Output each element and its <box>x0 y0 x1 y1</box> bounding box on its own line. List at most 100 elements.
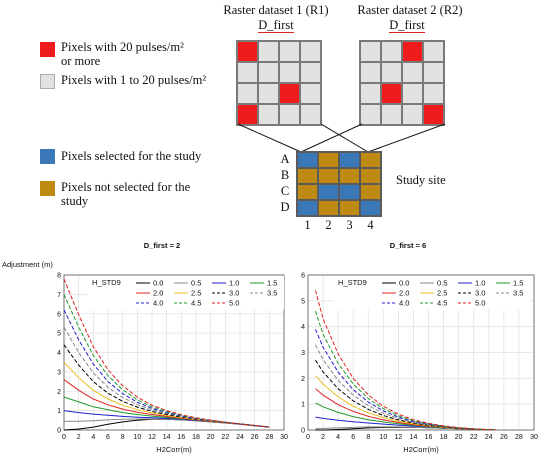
study-site-cell <box>340 153 359 167</box>
raster2-cell <box>382 84 401 103</box>
raster2-cell <box>403 42 422 61</box>
legend-entry: 2.5 <box>191 289 201 298</box>
raster2-cell <box>361 84 380 103</box>
raster2-cell <box>424 84 443 103</box>
study-site-cell <box>361 201 380 215</box>
x-tick-label: 2 <box>321 434 325 441</box>
raster1-cell <box>259 84 278 103</box>
raster2-cell <box>403 105 422 124</box>
legend-entry: 0.0 <box>399 279 409 288</box>
y-tick-label: 8 <box>57 273 61 280</box>
chart-title: D_first = 2 <box>144 241 180 250</box>
legend-entry: 0.5 <box>191 279 201 288</box>
raster1-cell <box>238 105 257 124</box>
x-tick-label: 14 <box>410 434 418 441</box>
x-tick-label: 24 <box>236 434 244 441</box>
y-tick-label: 3 <box>301 350 305 357</box>
study-site-cell <box>298 185 317 199</box>
legend-entry: 2.5 <box>437 289 447 298</box>
study-site-row-label: C <box>280 184 290 198</box>
x-tick-label: 8 <box>121 434 125 441</box>
x-axis-label: H2Corr(m) <box>403 445 439 454</box>
study-site-label: Study site <box>396 173 446 187</box>
x-tick-label: 22 <box>470 434 478 441</box>
series-line <box>63 294 270 428</box>
raster2-title: Raster dataset 2 (R2) <box>357 3 463 17</box>
raster1-cell <box>259 63 278 82</box>
study-site-row-label: D <box>280 200 290 214</box>
raster2-cell <box>424 42 443 61</box>
legend-title: H_STD9 <box>338 278 367 287</box>
raster2-cell <box>382 105 401 124</box>
y-tick-label: 4 <box>301 324 305 331</box>
legend-entry: 1.0 <box>229 279 239 288</box>
legend-swatch-high-density <box>40 42 55 57</box>
legend-label-selected: Pixels selected for the study <box>61 149 202 163</box>
study-site-cell <box>298 153 317 167</box>
y-tick-label: 6 <box>301 273 305 280</box>
study-site-cell <box>361 153 380 167</box>
legend-entry: 4.5 <box>191 299 201 308</box>
x-tick-label: 18 <box>192 434 200 441</box>
legend-swatch-not-selected <box>40 181 55 196</box>
legend-entry: 3.5 <box>513 289 523 298</box>
study-site-cell <box>340 169 359 183</box>
y-tick-label: 4 <box>57 350 61 357</box>
study-site-cell <box>319 169 338 183</box>
legend-entry: 3.5 <box>267 289 277 298</box>
y-tick-label: 2 <box>301 376 305 383</box>
study-site-cell <box>319 201 338 215</box>
legend-entry: 4.5 <box>437 299 447 308</box>
study-site-cell <box>298 169 317 183</box>
raster1-cell <box>301 105 320 124</box>
plot-area <box>63 274 285 431</box>
legend-swatch-low-density <box>40 74 55 89</box>
x-tick-label: 16 <box>177 434 185 441</box>
series-line <box>315 375 497 431</box>
raster1-cell <box>259 42 278 61</box>
x-tick-label: 28 <box>515 434 523 441</box>
x-tick-label: 12 <box>148 434 156 441</box>
x-tick-label: 18 <box>440 434 448 441</box>
x-tick-label: 22 <box>221 434 229 441</box>
x-tick-label: 12 <box>395 434 403 441</box>
y-tick-label: 5 <box>57 331 61 338</box>
study-site-cell <box>361 169 380 183</box>
x-tick-label: 28 <box>265 434 273 441</box>
series-line <box>315 311 497 431</box>
raster1-cell <box>238 42 257 61</box>
x-tick-label: 8 <box>366 434 370 441</box>
legend-entry: 0.0 <box>153 279 163 288</box>
x-tick-label: 6 <box>106 434 110 441</box>
x-tick-label: 26 <box>500 434 508 441</box>
x-tick-label: 20 <box>207 434 215 441</box>
series-line <box>63 278 270 428</box>
legend-entry: 1.5 <box>513 279 523 288</box>
raster2-subtitle: D_first <box>389 18 425 33</box>
x-tick-label: 16 <box>425 434 433 441</box>
study-site-cell <box>340 201 359 215</box>
x-tick-label: 10 <box>379 434 387 441</box>
legend-entry: 4.0 <box>153 299 163 308</box>
y-tick-label: 0 <box>57 428 61 435</box>
raster1-cell <box>280 42 299 61</box>
legend-entry: 4.0 <box>399 299 409 308</box>
series-line <box>315 329 497 431</box>
legend-entry: 5.0 <box>475 299 485 308</box>
legend-entry: 2.0 <box>153 289 163 298</box>
study-site-cell <box>319 153 338 167</box>
x-tick-label: 4 <box>336 434 340 441</box>
plot-area <box>307 274 535 431</box>
study-site-col-label: 1 <box>304 218 311 232</box>
raster1-cell <box>259 105 278 124</box>
x-tick-label: 14 <box>163 434 171 441</box>
y-tick-label: 1 <box>57 408 61 415</box>
raster2-cell <box>424 105 443 124</box>
x-tick-label: 4 <box>91 434 95 441</box>
legend-entry: 3.0 <box>229 289 239 298</box>
study-site-cell <box>298 201 317 215</box>
study-site-cell <box>319 185 338 199</box>
raster1-cell <box>238 84 257 103</box>
raster2-cell <box>424 63 443 82</box>
series-line <box>315 388 497 431</box>
